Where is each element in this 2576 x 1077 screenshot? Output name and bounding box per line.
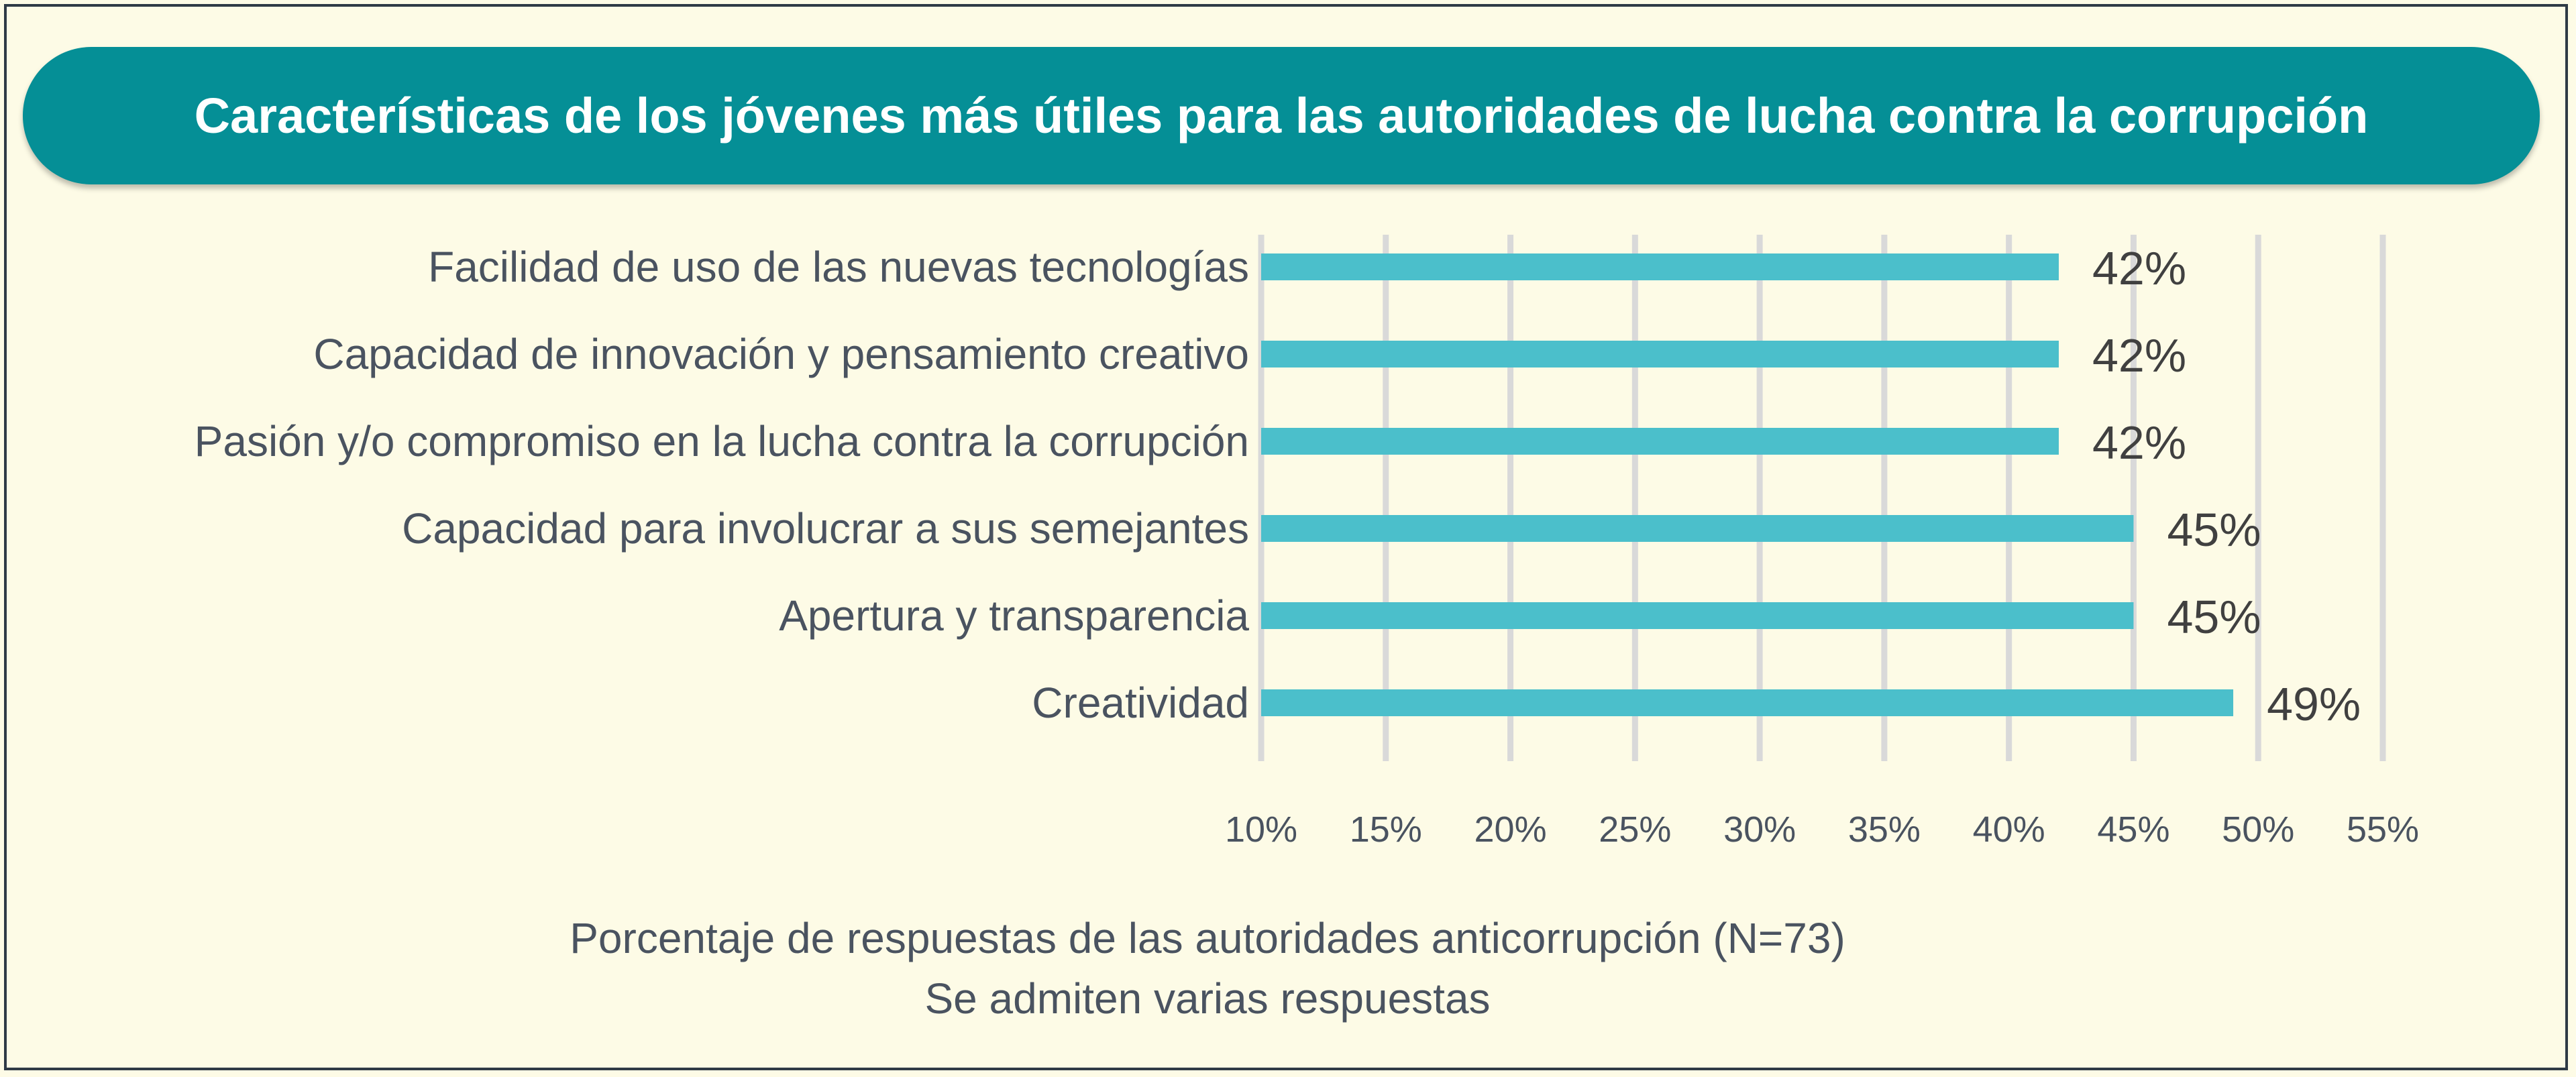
data-label: 42% <box>2092 329 2186 382</box>
x-tick-label: 20% <box>1474 809 1547 850</box>
x-tick-label: 50% <box>2222 809 2294 850</box>
data-label: 42% <box>2092 242 2186 294</box>
category-label: Apertura y transparencia <box>779 591 1249 640</box>
x-tick-label: 25% <box>1599 809 1671 850</box>
bar <box>1261 341 2059 367</box>
category-label: Capacidad de innovación y pensamiento cr… <box>313 330 1249 378</box>
x-axis-caption: Porcentaje de respuestas de las autorida… <box>570 914 1845 962</box>
x-tick-label: 35% <box>1848 809 1921 850</box>
category-label: Capacidad para involucrar a sus semejant… <box>402 504 1249 553</box>
chart-title: Características de los jóvenes más útile… <box>194 88 2369 144</box>
category-label: Creatividad <box>1032 679 1249 727</box>
category-label: Facilidad de uso de las nuevas tecnologí… <box>428 243 1249 291</box>
bar <box>1261 515 2134 542</box>
x-tick-label: 55% <box>2347 809 2419 850</box>
bar <box>1261 253 2059 280</box>
bar <box>1261 428 2059 455</box>
chart-title-banner: Características de los jóvenes más útile… <box>23 47 2540 184</box>
footnote-note: Se admiten varias respuestas <box>924 974 1491 1023</box>
x-tick-label: 15% <box>1350 809 1422 850</box>
x-tick-label: 10% <box>1225 809 1297 850</box>
bar <box>1261 689 2234 716</box>
x-tick-label: 45% <box>2097 809 2169 850</box>
data-label: 45% <box>2167 591 2261 643</box>
x-tick-label: 40% <box>1973 809 2045 850</box>
data-label: 45% <box>2167 504 2261 556</box>
bar <box>1261 602 2134 629</box>
x-tick-label: 30% <box>1723 809 1796 850</box>
data-label: 42% <box>2092 416 2186 469</box>
data-label: 49% <box>2267 678 2361 730</box>
category-label: Pasión y/o compromiso en la lucha contra… <box>195 417 1249 465</box>
